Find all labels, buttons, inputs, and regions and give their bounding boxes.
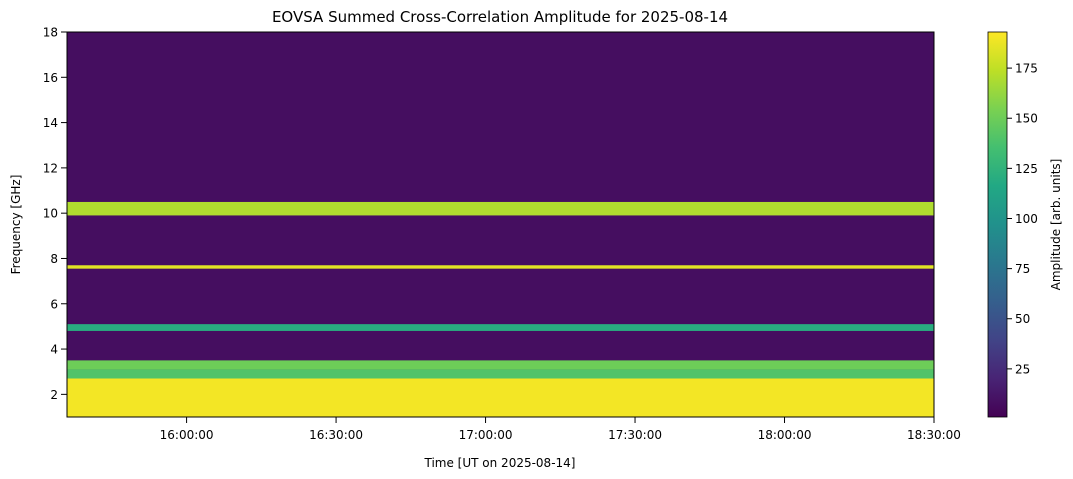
colorbar-tick-label: 75 (1015, 262, 1030, 276)
y-tick-label: 12 (43, 161, 58, 175)
heatmap-band (67, 324, 934, 331)
heatmap-band (67, 265, 934, 269)
y-tick-label: 2 (50, 388, 58, 402)
y-tick-label: 18 (43, 26, 58, 40)
colorbar-tick-label: 50 (1015, 312, 1030, 326)
x-tick-label: 16:00:00 (160, 428, 214, 442)
heatmap (67, 32, 934, 417)
colorbar-tick-label: 175 (1015, 62, 1038, 76)
plot-frame (66, 31, 935, 418)
heatmap-band (67, 369, 934, 379)
colorbar-tick-label: 25 (1015, 362, 1030, 376)
heatmap-band (67, 201, 934, 216)
y-tick-label: 6 (50, 297, 58, 311)
x-tick-label: 17:00:00 (459, 428, 513, 442)
x-tick-label: 17:30:00 (608, 428, 662, 442)
y-tick-label: 8 (50, 252, 58, 266)
y-tick-label: 16 (43, 71, 58, 85)
chart-title: EOVSA Summed Cross-Correlation Amplitude… (272, 8, 728, 26)
heatmap-band (67, 360, 934, 370)
colorbar-tick-label: 150 (1015, 112, 1038, 126)
y-tick-label: 14 (43, 116, 58, 130)
x-tick-label: 18:30:00 (907, 428, 961, 442)
y-axis: 2 4 6 8 10 12 14 16 18 (43, 26, 67, 402)
x-axis-label: Time [UT on 2025-08-14] (424, 456, 576, 470)
y-axis-label: Frequency [GHz] (9, 175, 23, 275)
heatmap-band (67, 378, 934, 417)
colorbar-label: Amplitude [arb. units] (1049, 159, 1063, 291)
x-axis: 16:00:00 16:30:00 17:00:00 17:30:00 18:00:00… (160, 417, 961, 442)
colorbar-ticks: 25 50 75 100 125 150 175 (1007, 62, 1038, 376)
spectrogram-plot (66, 31, 935, 418)
heatmap-band (67, 32, 934, 202)
y-tick-label: 10 (43, 207, 58, 221)
colorbar: 25 50 75 100 125 150 175 Amplitude [arb. units… (987, 31, 1063, 418)
colorbar-gradient (987, 31, 1008, 418)
colorbar-tick-label: 125 (1015, 162, 1038, 176)
colorbar-tick-label: 100 (1015, 212, 1038, 226)
x-tick-label: 16:30:00 (309, 428, 363, 442)
y-tick-label: 4 (50, 343, 58, 357)
x-tick-label: 18:00:00 (758, 428, 812, 442)
